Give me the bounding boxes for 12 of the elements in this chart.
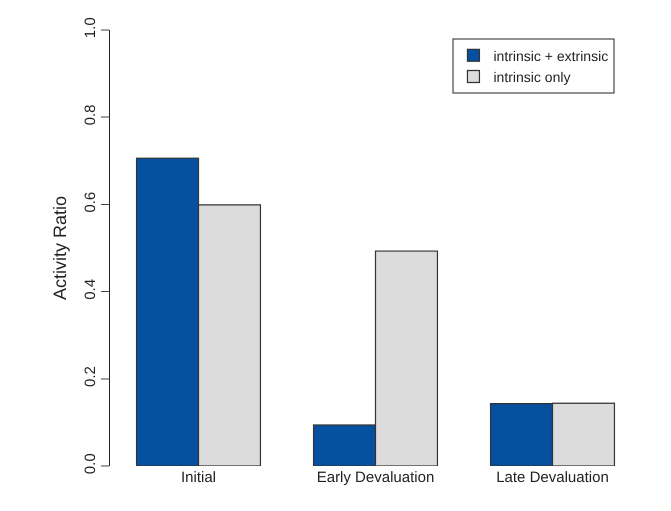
y-axis-title: Activity Ratio <box>50 196 70 300</box>
y-tick-label: 0.0 <box>82 453 99 474</box>
x-tick-label: Early Devaluation <box>316 469 434 486</box>
legend-label: intrinsic + extrinsic <box>493 48 608 64</box>
legend-label: intrinsic only <box>493 68 570 85</box>
y-tick-label: 0.6 <box>82 192 99 213</box>
y-tick-label: 0.8 <box>82 104 99 126</box>
y-tick-label: 0.4 <box>82 278 99 300</box>
x-tick-label: Initial <box>180 469 216 486</box>
x-tick-label: Late Devaluation <box>496 469 609 486</box>
y-tick-label: 1.0 <box>82 17 99 38</box>
y-tick-label: 0.2 <box>82 366 99 387</box>
